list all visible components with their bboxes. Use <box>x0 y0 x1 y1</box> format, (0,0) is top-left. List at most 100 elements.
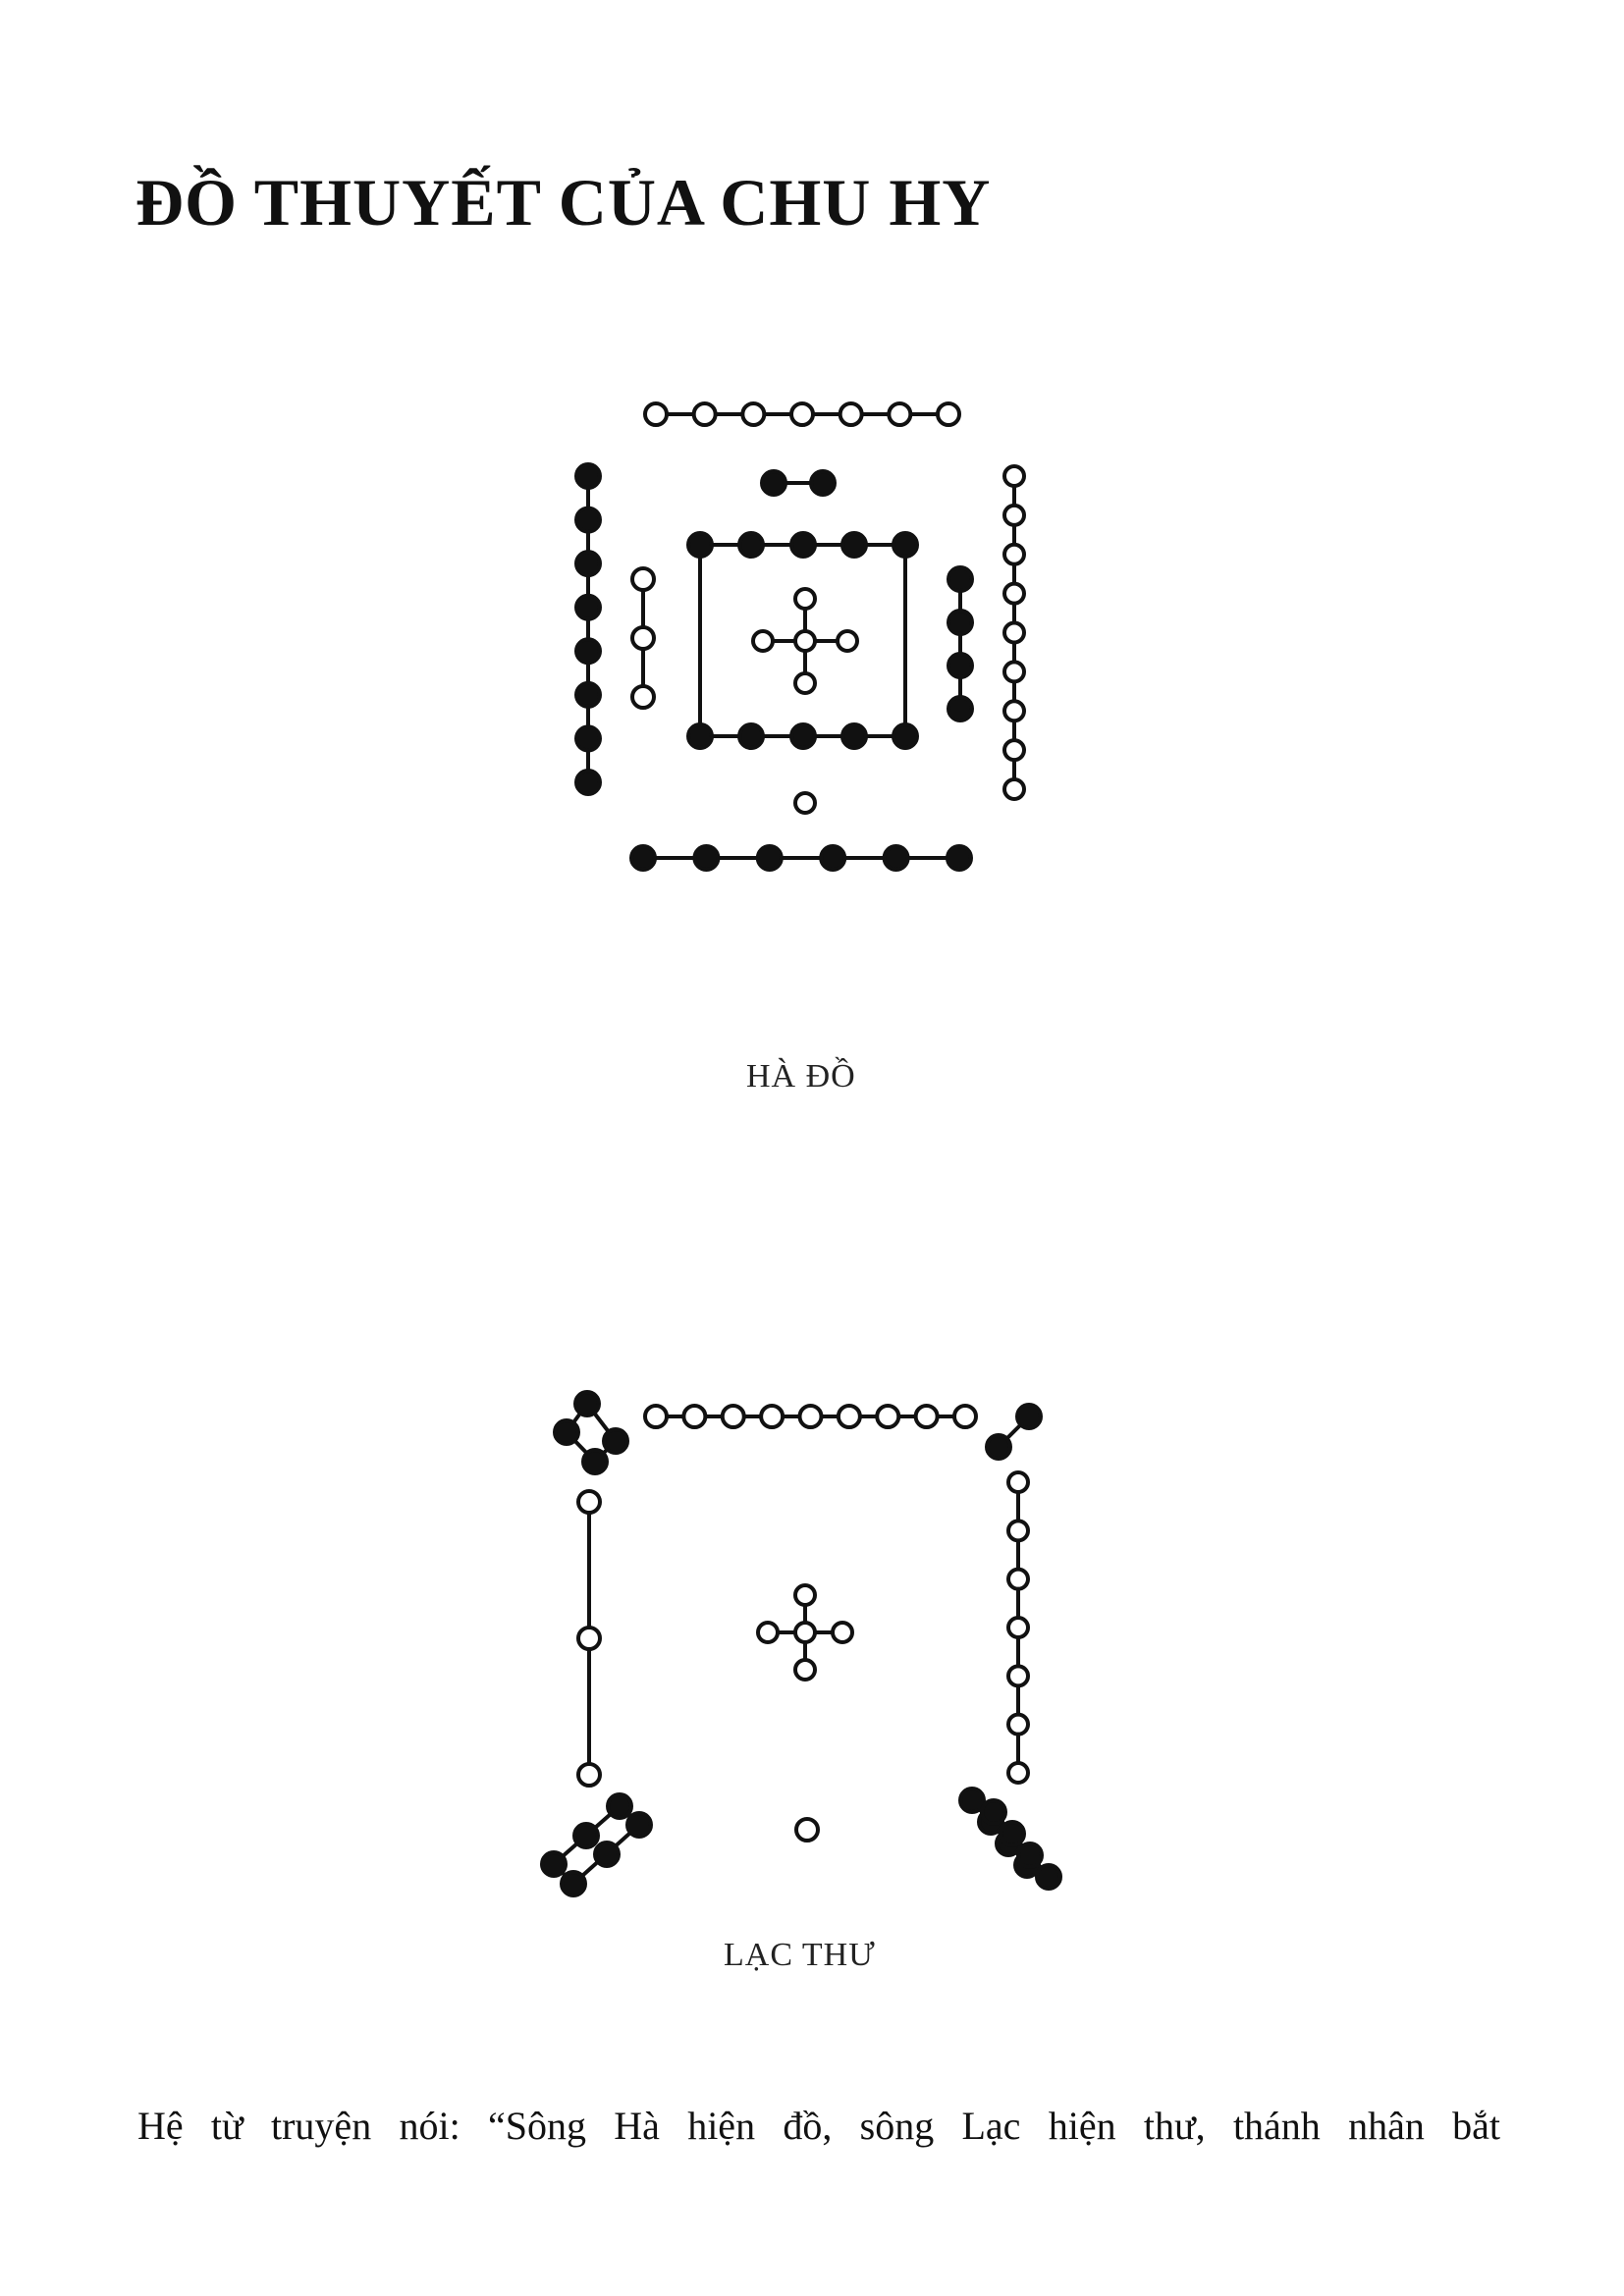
ha-do-caption: HÀ ĐỒ <box>746 1058 856 1095</box>
lacthu-topleft-four-dot <box>581 1448 609 1475</box>
hado-top-seven-dot <box>887 401 913 427</box>
lacthu-top-nine-dot <box>643 1404 669 1429</box>
lacthu-left-three-dot <box>576 1489 602 1515</box>
hado-top-seven-dot <box>691 401 718 427</box>
hado-right-nine-dot <box>1002 699 1026 723</box>
lacthu-top-nine-dot <box>952 1404 978 1429</box>
hado-square-dot <box>892 531 919 559</box>
lacthu-bottomleft-six-dot <box>540 1850 568 1878</box>
lacthu-top-nine-dot <box>875 1404 901 1429</box>
hado-bottom-six-dot <box>755 844 784 872</box>
hado-right-four-dot <box>947 695 974 722</box>
hado-bottom-one-dot <box>793 791 817 815</box>
hado-square-dot <box>892 722 919 750</box>
hado-right-nine-dot <box>1002 738 1026 763</box>
lacthu-top-nine-dot <box>913 1404 940 1429</box>
hado-right-nine-dot <box>1002 660 1026 684</box>
hado-left-eight-dot <box>574 637 602 666</box>
hado-left-eight-dot <box>574 462 602 490</box>
hado-top-seven-dot <box>740 401 767 427</box>
hado-right-nine-dot <box>1002 503 1026 527</box>
hado-square-dot <box>789 722 817 750</box>
lacthu-topleft-four-dot <box>573 1390 601 1417</box>
hado-left-eight-dot <box>574 680 602 709</box>
hado-center-five-dot <box>793 587 817 611</box>
lacthu-top-nine-dot <box>797 1404 824 1429</box>
hado-bottom-six-dot <box>629 844 657 872</box>
lacthu-bottomleft-six-dot <box>593 1841 621 1868</box>
hado-square-dot <box>737 531 765 559</box>
hado-bottom-six-dot <box>946 844 973 872</box>
hado-square-dot <box>789 531 817 559</box>
hado-left-eight-dot <box>574 506 602 534</box>
hado-square-dot <box>686 531 714 559</box>
hado-center-five-dot <box>751 629 775 653</box>
hado-bottom-six-dot <box>819 844 847 872</box>
hado-top-seven-dot <box>838 401 864 427</box>
lacthu-bottom-one-dot <box>794 1817 820 1842</box>
lacthu-right-seven-dot <box>1006 1712 1030 1736</box>
hado-top-two-dot <box>760 469 787 497</box>
lacthu-right-seven-dot <box>1006 1567 1030 1591</box>
lac-thu-caption: LẠC THƯ <box>724 1937 876 1973</box>
ha-do-diagram <box>574 401 1026 872</box>
lacthu-right-seven-dot <box>1006 1470 1030 1494</box>
hado-left-three-dot <box>630 684 656 710</box>
hado-left-three-dot <box>630 566 656 592</box>
hado-square-dot <box>737 722 765 750</box>
hado-right-nine-dot <box>1002 464 1026 488</box>
hado-top-seven-dot <box>789 401 815 427</box>
lacthu-bottomleft-six-dot <box>625 1811 653 1839</box>
hado-top-seven-dot <box>936 401 961 427</box>
lacthu-topleft-four-dot <box>553 1418 580 1446</box>
hado-square-dot <box>840 722 868 750</box>
hado-left-eight-dot <box>574 593 602 621</box>
body-paragraph: Hệ từ truyện nói: “Sông Hà hiện đồ, sông… <box>137 2104 1500 2148</box>
hado-square-dot <box>840 531 868 559</box>
hado-left-eight-dot <box>574 769 602 796</box>
lacthu-topright-two-dot <box>1015 1403 1043 1430</box>
hado-bottom-six-dot <box>692 844 721 872</box>
lacthu-right-seven-dot <box>1006 1664 1030 1688</box>
lacthu-bottomright-eight-dot <box>999 1820 1026 1847</box>
lacthu-topright-two-dot <box>985 1433 1012 1461</box>
page-title: ĐỒ THUYẾT CỦA CHU HY <box>135 165 992 240</box>
lacthu-top-nine-dot <box>720 1404 746 1429</box>
lacthu-bottomleft-six-dot <box>572 1822 600 1849</box>
hado-right-nine-dot <box>1002 542 1026 566</box>
hado-right-four-dot <box>947 565 974 593</box>
lacthu-bottomright-eight-dot <box>980 1798 1007 1826</box>
hado-center-five-dot <box>793 629 817 653</box>
hado-right-nine-dot <box>1002 620 1026 645</box>
lacthu-bottomleft-six-dot <box>560 1870 587 1897</box>
lacthu-top-nine-dot <box>681 1404 708 1429</box>
hado-square-dot <box>686 722 714 750</box>
hado-top-seven-dot <box>643 401 669 427</box>
lacthu-top-nine-dot <box>836 1404 862 1429</box>
hado-center-five-dot <box>793 671 817 695</box>
hado-bottom-six-dot <box>882 844 910 872</box>
lac-thu-diagram <box>540 1390 1062 1897</box>
hado-left-three-dot <box>630 625 656 651</box>
hado-left-eight-dot <box>574 550 602 578</box>
lacthu-right-seven-dot <box>1006 1519 1030 1543</box>
lacthu-bottomleft-six-dot <box>606 1792 633 1820</box>
lacthu-center-five-dot <box>793 1658 817 1682</box>
hado-left-eight-dot <box>574 724 602 753</box>
lacthu-center-five-dot <box>831 1621 854 1644</box>
hado-top-two-dot <box>809 469 837 497</box>
lacthu-left-three-dot <box>576 1626 602 1651</box>
lacthu-center-five-dot <box>793 1621 817 1644</box>
lacthu-top-nine-dot <box>759 1404 785 1429</box>
lacthu-bottomright-eight-dot <box>1016 1842 1044 1869</box>
lacthu-left-three-dot <box>576 1762 602 1788</box>
lacthu-center-five-dot <box>793 1583 817 1607</box>
lacthu-right-seven-dot <box>1006 1616 1030 1639</box>
lacthu-bottomright-eight-dot <box>958 1787 986 1814</box>
lacthu-center-five-dot <box>756 1621 780 1644</box>
hado-right-four-dot <box>947 609 974 636</box>
hado-right-four-dot <box>947 652 974 679</box>
hado-right-nine-dot <box>1002 777 1026 801</box>
hado-right-nine-dot <box>1002 581 1026 606</box>
lacthu-bottomright-eight-dot <box>1035 1863 1062 1891</box>
